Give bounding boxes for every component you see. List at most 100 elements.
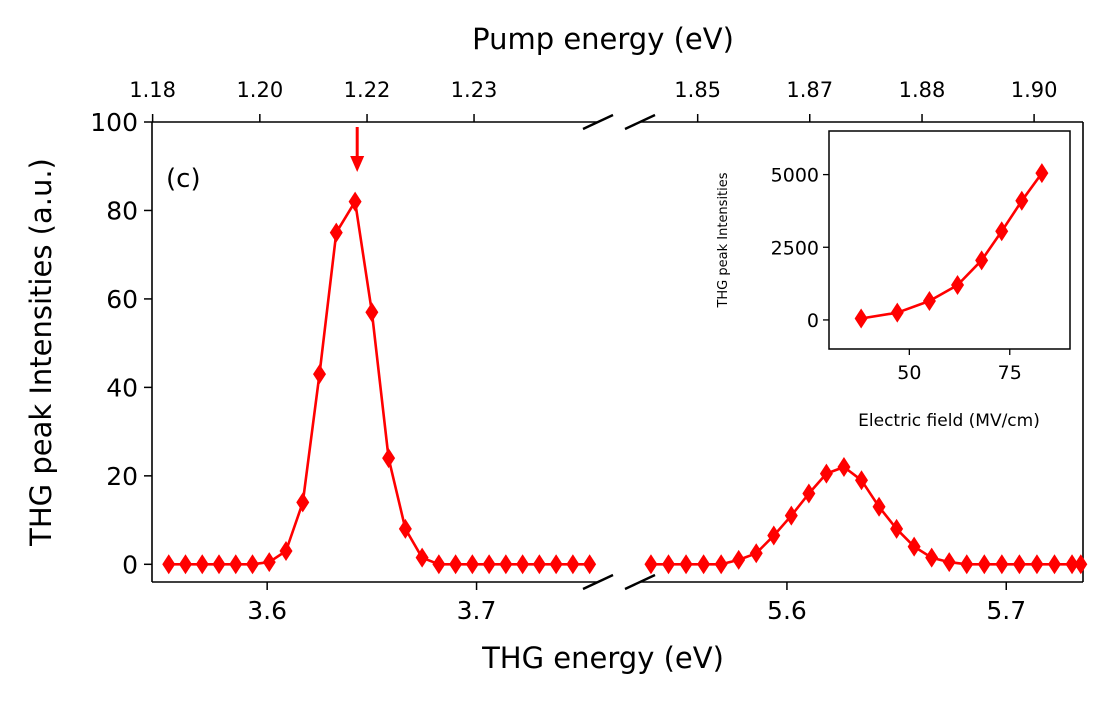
x-tick-label: 3.7 (457, 596, 497, 625)
top-x-tick-label: 1.22 (344, 78, 391, 102)
data-point (229, 554, 243, 575)
data-point (329, 222, 343, 243)
inset-x-axis-label: Electric field (MV/cm) (858, 411, 1040, 431)
y-axis-label: THG peak Intensities (a.u.) (24, 158, 58, 547)
inset-data-point (1015, 190, 1029, 211)
data-point (195, 554, 209, 575)
data-point (1012, 554, 1026, 575)
data-point (732, 549, 746, 570)
x-tick-label: 5.7 (986, 596, 1026, 625)
data-point (679, 554, 693, 575)
data-point (432, 554, 446, 575)
top-x-tick-label: 1.88 (899, 78, 946, 102)
axis-break-mark (624, 573, 656, 591)
data-point (465, 554, 479, 575)
data-point (583, 554, 597, 575)
data-point (960, 554, 974, 575)
y-tick-label: 80 (106, 196, 138, 225)
data-point (802, 483, 816, 504)
data-point (837, 457, 851, 477)
inset-data-point (1035, 163, 1049, 184)
inset-data-point (975, 250, 989, 271)
inset-y-axis-label: THG peak Intensities (716, 172, 731, 308)
inset-x-tick-label: 50 (897, 362, 921, 384)
data-point (313, 364, 327, 385)
top-x-tick-label: 1.90 (1011, 78, 1058, 102)
peak-arrow-head (350, 156, 365, 172)
main-axes: 0 20 40 60 80 100 3.6 3.7 5.6 5.7 1.18 1.20 1.22 1.23… (90, 78, 1084, 625)
data-point (819, 463, 833, 484)
data-point (296, 492, 310, 513)
data-point (907, 536, 921, 557)
data-point (714, 554, 728, 575)
inset-series-line (860, 172, 1043, 320)
data-point (499, 554, 513, 575)
data-point (398, 518, 412, 539)
data-point (262, 552, 276, 573)
top-x-tick-label: 1.23 (451, 78, 498, 102)
data-point (179, 554, 193, 575)
data-point (212, 554, 226, 575)
data-point (415, 547, 429, 568)
data-point (662, 554, 676, 575)
data-point (1065, 554, 1079, 575)
main-series (162, 191, 1088, 575)
data-point (279, 541, 293, 562)
top-x-tick-label: 1.85 (674, 78, 721, 102)
data-point (162, 554, 176, 575)
inset-data-point (922, 291, 936, 312)
inset-y-tick-label: 2500 (771, 237, 819, 259)
y-tick-label: 20 (106, 462, 138, 491)
axis-break-mark (582, 573, 614, 591)
inset-data-point (951, 275, 965, 296)
data-point (890, 518, 904, 539)
inset-y-tick-label: 5000 (771, 165, 819, 187)
data-point (995, 554, 1009, 575)
data-point (1030, 554, 1044, 575)
data-point (549, 554, 563, 575)
top-x-tick-label: 1.20 (236, 78, 283, 102)
top-x-axis-label: Pump energy (eV) (472, 22, 734, 56)
axis-break-mark (582, 113, 614, 131)
inset-x-tick-label: 75 (998, 362, 1022, 384)
x-tick-label: 5.6 (767, 596, 807, 625)
data-point (749, 543, 763, 564)
x-axis-label: THG energy (eV) (481, 641, 724, 675)
data-point (784, 505, 798, 526)
axis-break-mark (624, 113, 656, 131)
data-point (348, 191, 362, 212)
data-point (449, 554, 463, 575)
data-point (532, 554, 546, 575)
data-point (977, 554, 991, 575)
data-point (872, 496, 886, 517)
inset-frame (828, 130, 1071, 350)
data-point (767, 525, 781, 546)
data-point (246, 554, 260, 575)
data-point (697, 554, 711, 575)
y-tick-label: 40 (106, 373, 138, 402)
y-tick-label: 100 (90, 108, 138, 137)
inset-data-point (995, 221, 1009, 242)
data-point (365, 302, 379, 323)
data-point (1047, 554, 1061, 575)
inset-data-point (890, 302, 904, 323)
data-point (942, 552, 956, 573)
data-point (382, 448, 396, 469)
y-tick-label: 60 (106, 285, 138, 314)
y-tick-label: 0 (122, 550, 138, 579)
inset-y-tick-label: 0 (807, 310, 819, 332)
series-line (168, 200, 590, 566)
inset: 50 75 0 2500 5000 (771, 130, 1071, 384)
top-x-tick-label: 1.18 (129, 78, 176, 102)
data-point (644, 554, 658, 575)
data-point (566, 554, 580, 575)
data-point (482, 554, 496, 575)
data-point (1074, 554, 1088, 575)
data-point (855, 470, 868, 491)
data-point (516, 554, 530, 575)
panel-label: (c) (166, 164, 201, 194)
top-x-tick-label: 1.87 (786, 78, 833, 102)
x-tick-label: 3.6 (247, 596, 287, 625)
